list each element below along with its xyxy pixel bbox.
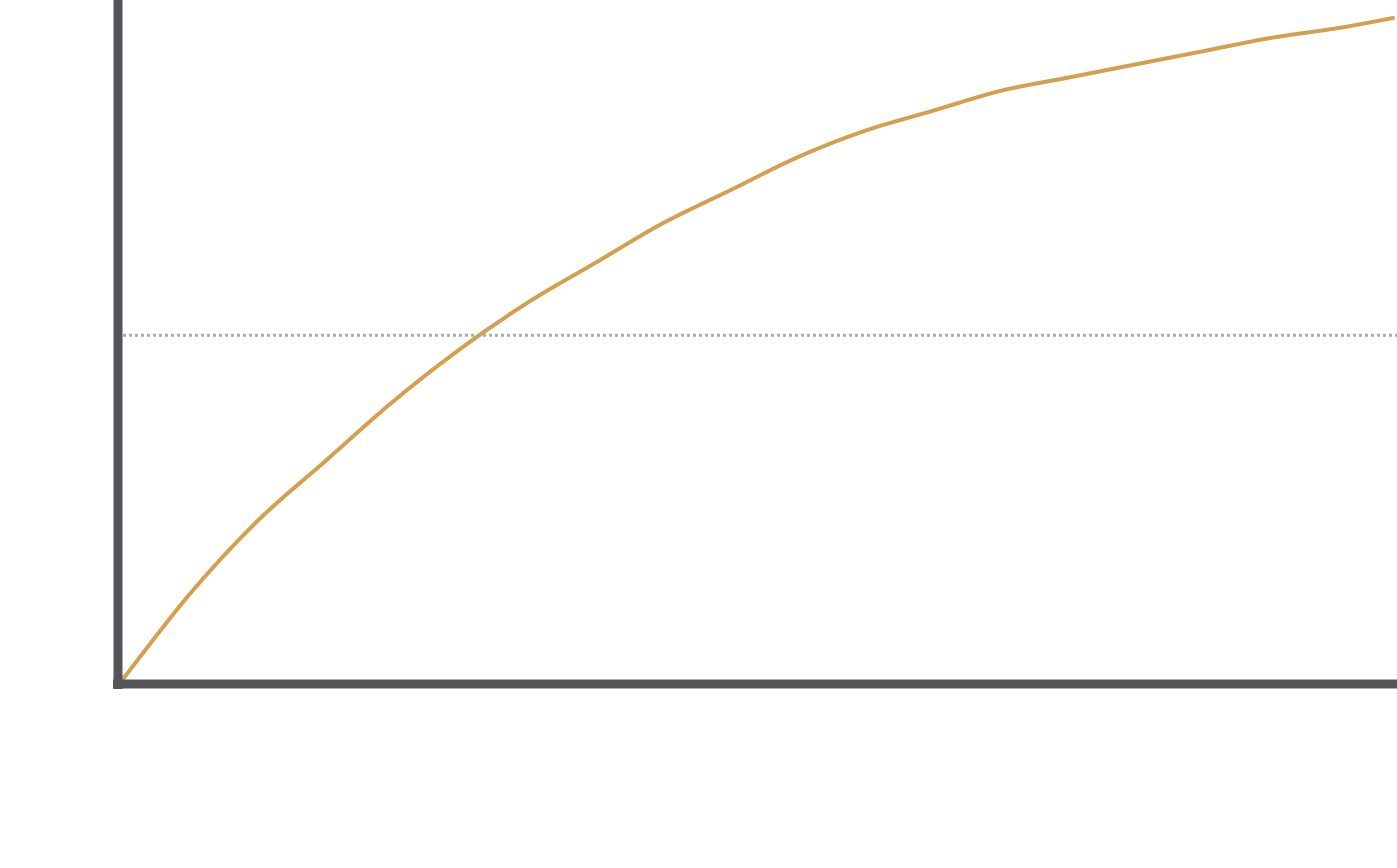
x-axis-label: tokens: [717, 807, 835, 851]
series-line-0: [121, 16, 1395, 681]
x-tick-label: 1k: [226, 731, 254, 761]
x-tick-label: 10M: [1271, 731, 1322, 761]
annotation-baseline: baseline: [1288, 461, 1392, 492]
x-tick-label: 1M: [1028, 731, 1064, 761]
x-tick-label: 10k: [475, 731, 518, 761]
annotation-saturation: saturation: [1269, 63, 1392, 94]
annotation-crossover: crossover point: [1202, 353, 1392, 384]
y-axis-label: loss / gain: [27, 270, 71, 450]
x-tick-label: 100k: [754, 731, 811, 761]
